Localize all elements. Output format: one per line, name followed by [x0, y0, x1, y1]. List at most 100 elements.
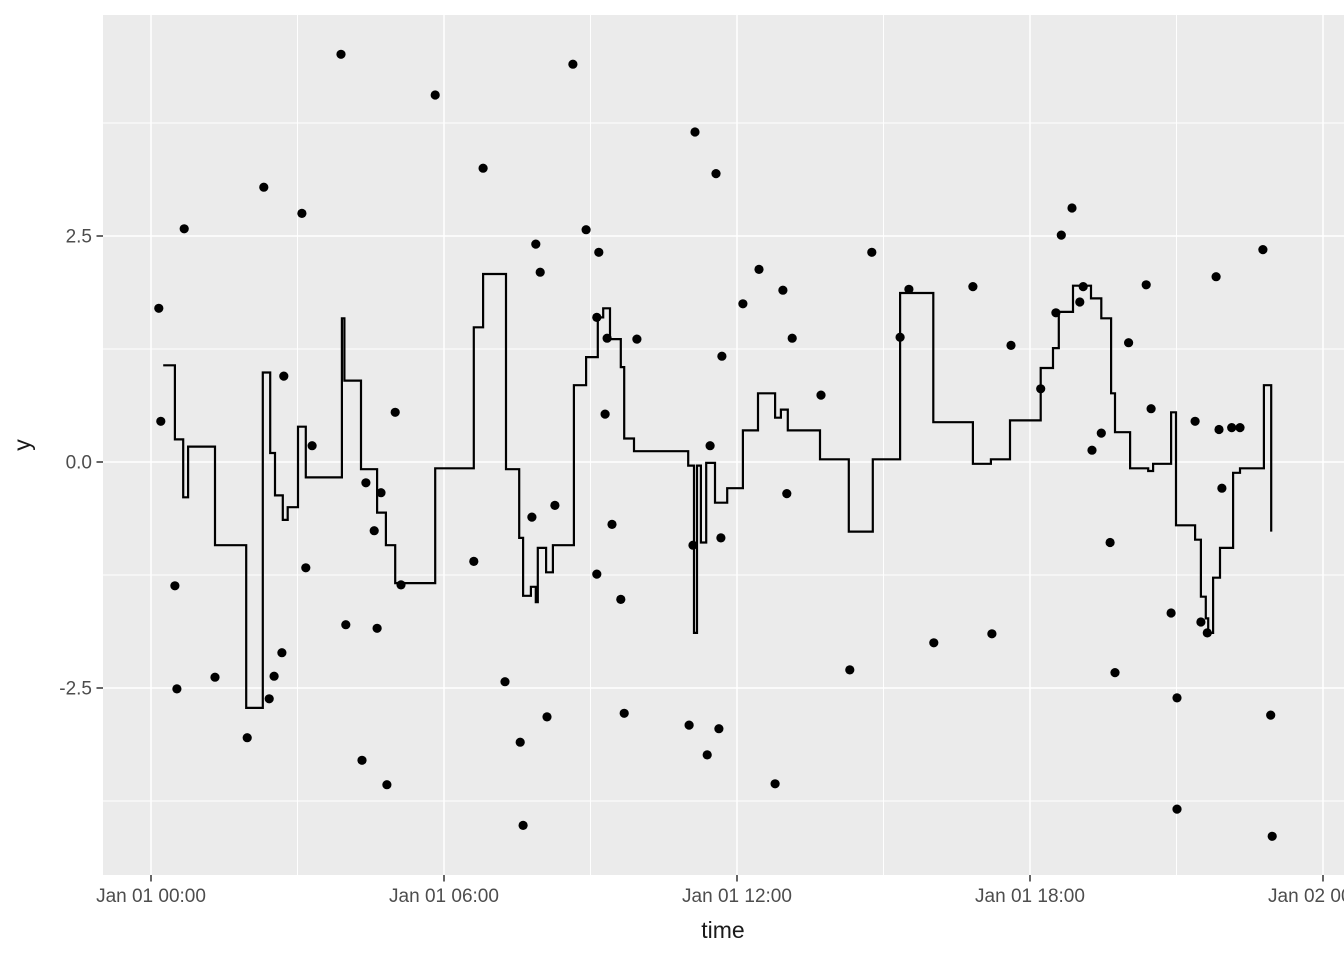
data-point — [711, 169, 721, 179]
data-point — [1096, 428, 1106, 438]
axis-tick-labels: Jan 01 00:00 Jan 01 06:00 Jan 01 12:00 Jan … — [59, 227, 1344, 908]
data-point — [717, 351, 727, 361]
data-point — [531, 239, 541, 249]
data-point — [382, 780, 392, 790]
data-point — [1078, 282, 1088, 292]
data-point — [535, 267, 545, 277]
data-point — [714, 724, 724, 734]
x-tick-label: Jan 02 00:00 — [1268, 886, 1344, 907]
data-point — [845, 665, 855, 675]
data-point — [396, 580, 406, 590]
data-point — [478, 163, 488, 173]
data-point — [581, 225, 591, 235]
x-axis-title: time — [701, 917, 744, 943]
data-point — [568, 59, 578, 69]
data-point — [1227, 423, 1237, 433]
data-point — [269, 671, 279, 681]
data-point — [904, 284, 914, 294]
data-point — [1006, 340, 1016, 350]
data-point — [1075, 297, 1085, 307]
data-point — [968, 282, 978, 292]
data-point — [600, 409, 610, 419]
data-point — [170, 581, 180, 591]
x-tick-label: Jan 01 18:00 — [975, 886, 1085, 907]
y-tick-label: 0.0 — [66, 453, 92, 474]
data-point — [1258, 245, 1268, 255]
data-point — [156, 416, 166, 426]
step-line — [163, 272, 1273, 709]
data-point — [616, 594, 626, 605]
data-point — [390, 407, 400, 417]
data-point — [527, 512, 537, 522]
major-gridlines — [103, 15, 1344, 875]
data-point — [592, 569, 602, 579]
data-point — [738, 299, 748, 309]
y-tick-label: 2.5 — [66, 227, 92, 248]
data-point — [500, 677, 510, 687]
x-tick-label: Jan 01 00:00 — [96, 886, 206, 907]
data-point — [716, 533, 726, 543]
data-point — [301, 563, 311, 573]
data-point — [867, 247, 877, 257]
data-point — [279, 371, 289, 381]
data-point — [1110, 668, 1120, 678]
y-axis-title: y — [9, 439, 35, 451]
data-point — [1051, 308, 1061, 318]
data-point — [469, 556, 479, 567]
data-point — [684, 720, 694, 730]
data-point — [1056, 230, 1066, 240]
data-point — [1166, 608, 1176, 618]
data-point — [607, 519, 617, 530]
scatter-series — [154, 49, 1277, 841]
data-point — [172, 684, 182, 694]
data-point — [1146, 404, 1156, 414]
data-point — [787, 333, 797, 343]
data-point — [1105, 537, 1115, 548]
data-point — [297, 208, 307, 218]
data-point — [550, 500, 560, 510]
data-point — [542, 712, 552, 722]
data-point — [264, 694, 274, 704]
data-point — [754, 264, 764, 274]
data-point — [1217, 483, 1227, 493]
data-point — [702, 750, 712, 760]
minor-gridlines — [103, 15, 1344, 875]
data-point — [1172, 804, 1182, 814]
data-point — [778, 285, 788, 295]
data-point — [179, 224, 189, 234]
data-point — [1196, 617, 1206, 627]
data-point — [816, 390, 826, 400]
data-point — [1124, 338, 1134, 348]
data-point — [357, 755, 367, 765]
data-point — [782, 489, 792, 499]
data-point — [592, 312, 602, 322]
axis-tick-marks — [96, 235, 1324, 882]
data-point — [242, 733, 252, 743]
data-point — [1036, 384, 1046, 394]
data-point — [1267, 831, 1277, 841]
data-point — [154, 303, 164, 313]
data-point — [372, 623, 382, 633]
data-point — [770, 779, 780, 789]
data-point — [515, 737, 525, 747]
data-point — [1141, 280, 1151, 290]
data-point — [602, 333, 612, 343]
data-point — [369, 526, 379, 536]
y-tick-label: -2.5 — [59, 679, 92, 700]
panel-background — [103, 15, 1344, 875]
data-point — [210, 672, 220, 682]
x-tick-label: Jan 01 12:00 — [682, 886, 792, 907]
data-point — [1211, 272, 1221, 282]
data-point — [1235, 423, 1245, 433]
data-point — [307, 441, 317, 451]
x-tick-label: Jan 01 06:00 — [389, 886, 499, 907]
data-point — [688, 540, 698, 550]
data-point — [259, 182, 269, 192]
data-point — [987, 629, 997, 639]
data-point — [1172, 693, 1182, 703]
data-point — [690, 127, 700, 137]
data-point — [1087, 445, 1097, 455]
data-point — [619, 708, 629, 718]
